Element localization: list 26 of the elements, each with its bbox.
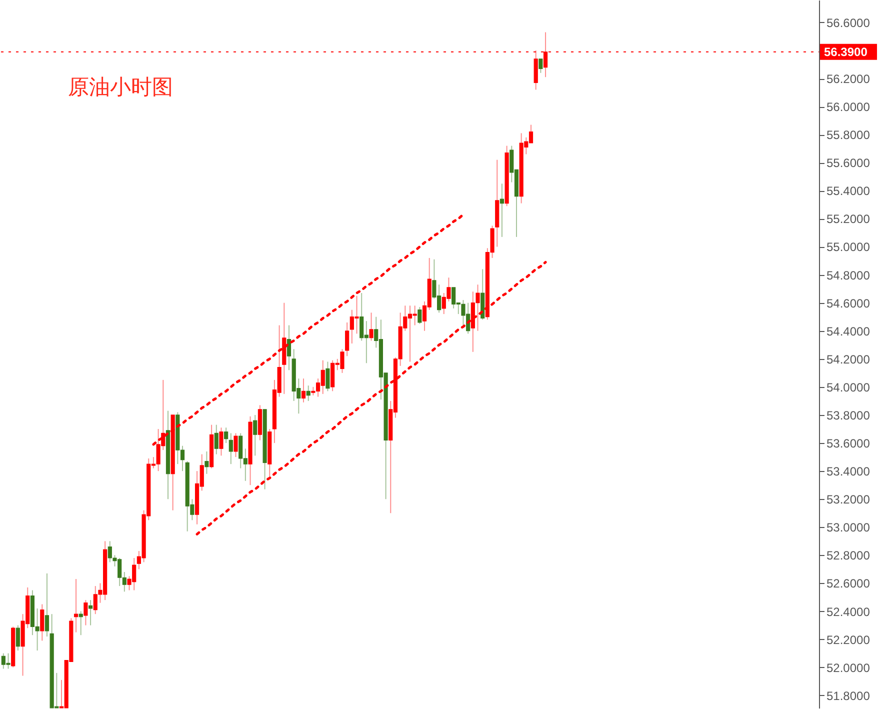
y-tick-label: 55.4000 [826,184,870,198]
ref-line-label: 56.3900 [824,44,868,59]
y-tick-label: 55.2000 [826,212,870,226]
y-tick-label: 52.8000 [826,548,870,563]
y-tick-label: 52.4000 [826,604,870,619]
y-tick-label: 53.2000 [826,492,870,507]
y-tick-label: 54.0000 [826,380,870,394]
y-tick-label: 55.0000 [826,240,870,254]
y-tick-label: 51.8000 [826,688,870,703]
y-tick-label: 55.8000 [826,128,870,142]
y-tick-label: 56.2000 [826,72,870,86]
y-tick-label: 52.6000 [826,576,870,591]
y-tick-label: 54.8000 [826,268,870,282]
annotation: 原油小时图 [68,75,173,99]
y-tick-label: 55.6000 [826,156,870,170]
y-tick-label: 52.0000 [826,660,870,675]
y-tick-label: 53.0000 [826,520,870,535]
y-tick-label: 56.6000 [826,16,870,30]
y-tick-label: 54.6000 [826,296,870,310]
y-tick-label: 53.6000 [826,436,870,451]
y-tick-label: 53.4000 [826,464,870,479]
y-tick-label: 53.8000 [826,408,870,422]
y-tick-label: 54.4000 [826,324,870,338]
y-tick-label: 56.0000 [826,100,870,114]
y-tick-label: 52.2000 [826,632,870,647]
y-tick-label: 54.2000 [826,352,870,366]
